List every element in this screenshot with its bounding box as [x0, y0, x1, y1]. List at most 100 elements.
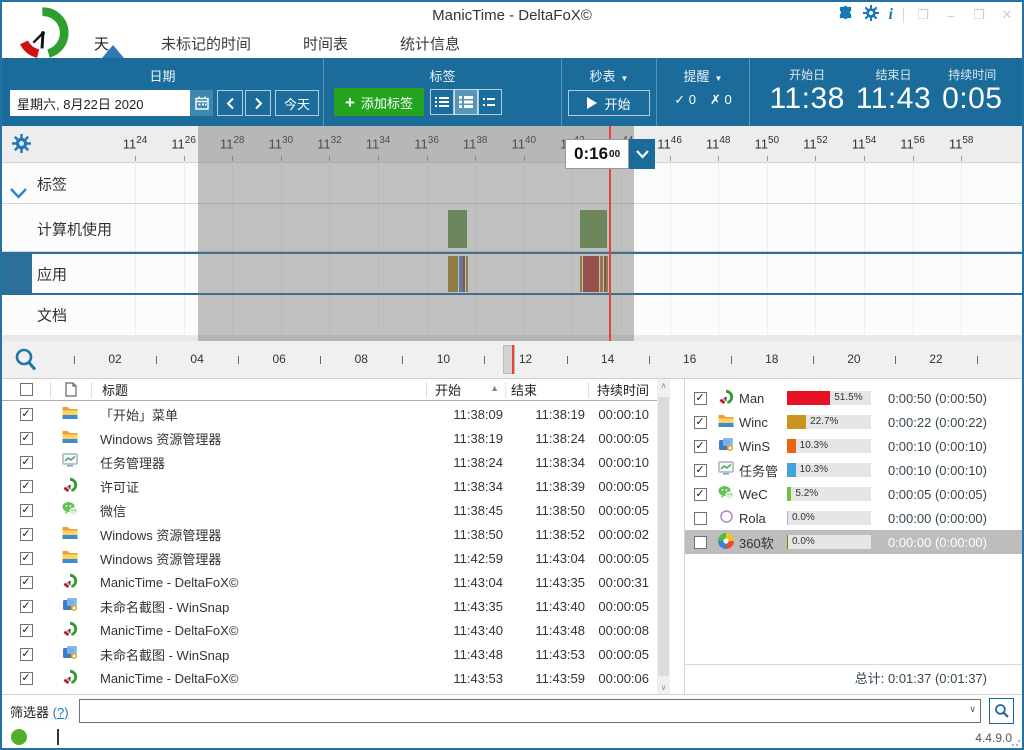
timeline-bar-application[interactable] [582, 256, 599, 292]
row-checkbox[interactable]: ✓ [19, 575, 33, 589]
table-row[interactable]: ✓ 未命名截图 - WinSnap 11:43:48 11:43:53 00:00:05 [2, 642, 657, 666]
info-icon[interactable]: i [888, 6, 893, 23]
row-checkbox[interactable]: ✓ [19, 431, 33, 445]
row-checkbox[interactable]: ✓ [19, 503, 33, 517]
timeline-row-applications[interactable]: 应用 [2, 252, 1022, 295]
row-checkbox[interactable]: ✓ [19, 551, 33, 565]
plugin-icon[interactable] [838, 5, 853, 25]
row-checkbox[interactable]: ✓ [19, 647, 33, 661]
row-checkbox[interactable]: ✓ [19, 671, 33, 685]
summary-checkbox[interactable]: ✓ [693, 439, 707, 453]
maximize-button[interactable]: ❒ [973, 7, 985, 22]
next-day-button[interactable] [245, 90, 271, 116]
timeline-row-computer-usage[interactable]: 计算机使用 [2, 206, 1022, 252]
timeline-bar-computer-usage[interactable] [580, 210, 607, 248]
zoom-search-icon[interactable] [14, 347, 38, 378]
timeline-bar-application[interactable] [458, 256, 463, 292]
timeline-settings-gear-icon[interactable] [12, 134, 31, 158]
minimize-button[interactable]: – [947, 7, 955, 23]
reminder-missed[interactable]: ✗ 0 [710, 92, 732, 107]
view-list-button[interactable] [429, 89, 454, 115]
reminder-label[interactable]: 提醒 ▼ [683, 69, 723, 84]
percent-label: 22.7% [810, 416, 839, 427]
table-row[interactable]: ✓ ManicTime - DeltaFoX© 11:43:04 11:43:35 00… [2, 570, 657, 594]
tab-statistics[interactable]: 统计信息 [400, 35, 461, 53]
timeline-row-tags[interactable]: 标签 [2, 164, 1022, 204]
row-checkbox[interactable]: ✓ [19, 527, 33, 541]
filter-input[interactable] [79, 700, 980, 722]
summary-row[interactable]: 360软 0.0% 0:00:00 (0:00:00) [685, 530, 1022, 554]
timeline-bar-application[interactable] [448, 256, 458, 292]
summary-checkbox[interactable]: ✓ [693, 487, 707, 501]
table-row[interactable]: ✓ 许可证 11:38:34 11:38:39 00:00:05 [2, 474, 657, 498]
tab-timesheet[interactable]: 时间表 [303, 35, 349, 53]
view-compact-button[interactable] [477, 89, 502, 115]
timeline-selection-overlay[interactable] [198, 126, 634, 341]
table-row[interactable]: ✓ 微信 11:38:45 11:38:50 00:00:05 [2, 498, 657, 522]
timeline-bar-application[interactable] [463, 256, 465, 292]
table-row[interactable]: ✓ Windows 资源管理器 11:38:19 11:38:24 00:00:05 [2, 426, 657, 450]
combo-chevron-down-icon[interactable]: ∨ [969, 704, 976, 714]
summary-row[interactable]: ✓ 任务管 10.3% 0:00:10 (0:00:10) [685, 458, 1022, 482]
table-row[interactable]: ✓ 未命名截图 - WinSnap 11:43:35 11:43:40 00:00:05 [2, 594, 657, 618]
summary-checkbox[interactable]: ✓ [693, 391, 707, 405]
tab-untagged-time[interactable]: 未标记的时间 [161, 35, 252, 53]
prev-day-button[interactable] [217, 90, 243, 116]
table-row[interactable]: ✓ Windows 资源管理器 11:38:50 11:38:52 00:00:02 [2, 522, 657, 546]
col-title[interactable]: 标题 [102, 383, 129, 398]
timeline-bar-application[interactable] [606, 256, 608, 292]
summary-row[interactable]: ✓ Winc 22.7% 0:00:22 (0:00:22) [685, 410, 1022, 434]
timeline-ruler[interactable]: 1124112611281130113211341136113811401142… [2, 126, 1022, 163]
summary-row[interactable]: ✓ Man 51.5% 0:00:50 (0:00:50) [685, 386, 1022, 410]
summary-checkbox[interactable]: ✓ [693, 463, 707, 477]
header-checkbox[interactable] [19, 383, 33, 396]
summary-checkbox[interactable] [693, 535, 707, 549]
row-checkbox[interactable]: ✓ [19, 479, 33, 493]
table-row[interactable]: ✓ ManicTime - DeltaFoX© 11:43:53 11:43:59 00… [2, 666, 657, 690]
row-checkbox[interactable]: ✓ [19, 455, 33, 469]
col-start[interactable]: 开始 ▲ [435, 383, 499, 398]
summary-row[interactable]: Rola 0.0% 0:00:00 (0:00:00) [685, 506, 1022, 530]
row-checkbox[interactable]: ✓ [19, 407, 33, 421]
summary-row[interactable]: ✓ WinS 10.3% 0:00:10 (0:00:10) [685, 434, 1022, 458]
view-detail-button[interactable] [453, 89, 478, 115]
timeline-bar-computer-usage[interactable] [448, 210, 467, 248]
filter-combobox[interactable]: ∨ [78, 699, 981, 723]
selection-dropdown-button[interactable] [629, 139, 656, 169]
calendar-button[interactable] [190, 90, 213, 116]
filter-help-link[interactable]: (?) [52, 704, 69, 720]
timeline-bar-application[interactable] [579, 256, 582, 292]
col-duration[interactable]: 持续时间 [596, 383, 649, 398]
close-button[interactable]: ✕ [1001, 7, 1013, 22]
table-row[interactable]: ✓ ManicTime - DeltaFoX© 11:43:40 11:43:48 00… [2, 618, 657, 642]
scrollbar-thumb[interactable] [658, 397, 669, 676]
summary-checkbox[interactable] [693, 511, 707, 525]
summary-row[interactable]: ✓ WeC 5.2% 0:00:05 (0:00:05) [685, 482, 1022, 506]
collapse-chevron-down-icon[interactable] [10, 186, 27, 204]
resize-grip[interactable] [1011, 737, 1021, 747]
col-end[interactable]: 结束 [511, 383, 538, 398]
table-scrollbar[interactable]: ∧ ∨ [657, 379, 670, 694]
filter-search-button[interactable] [989, 698, 1014, 724]
scroll-down-icon[interactable]: ∨ [660, 683, 667, 692]
scroll-up-icon[interactable]: ∧ [660, 381, 667, 390]
layout-restore-icon[interactable]: ❐ [917, 7, 929, 22]
settings-gear-icon[interactable] [862, 4, 879, 26]
stopwatch-label[interactable]: 秒表 ▼ [589, 69, 629, 84]
timeline-bar-application[interactable] [465, 256, 468, 292]
stopwatch-start-button[interactable]: 开始 [568, 90, 650, 116]
timeline-bar-application[interactable] [600, 256, 603, 292]
reminder-ok[interactable]: ✓ 0 [674, 92, 696, 107]
row-checkbox[interactable]: ✓ [19, 623, 33, 637]
row-checkbox[interactable]: ✓ [19, 599, 33, 613]
panel-splitter[interactable] [670, 379, 685, 694]
today-button[interactable]: 今天 [275, 90, 319, 116]
table-row[interactable]: ✓ 任务管理器 11:38:24 11:38:34 00:00:10 [2, 450, 657, 474]
table-row[interactable]: ✓ Windows 资源管理器 11:42:59 11:43:04 00:00:05 [2, 546, 657, 570]
day-hour-ruler[interactable]: 02 04 06 08 10 12 14 16 18 20 22 [2, 341, 1022, 379]
add-tag-button[interactable]: + 添加标签 [334, 88, 424, 116]
summary-checkbox[interactable]: ✓ [693, 415, 707, 429]
table-row[interactable]: ✓ 「开始」菜单 11:38:09 11:38:19 00:00:10 [2, 402, 657, 426]
date-input[interactable] [10, 90, 190, 116]
timeline-bar-application[interactable] [603, 256, 606, 292]
